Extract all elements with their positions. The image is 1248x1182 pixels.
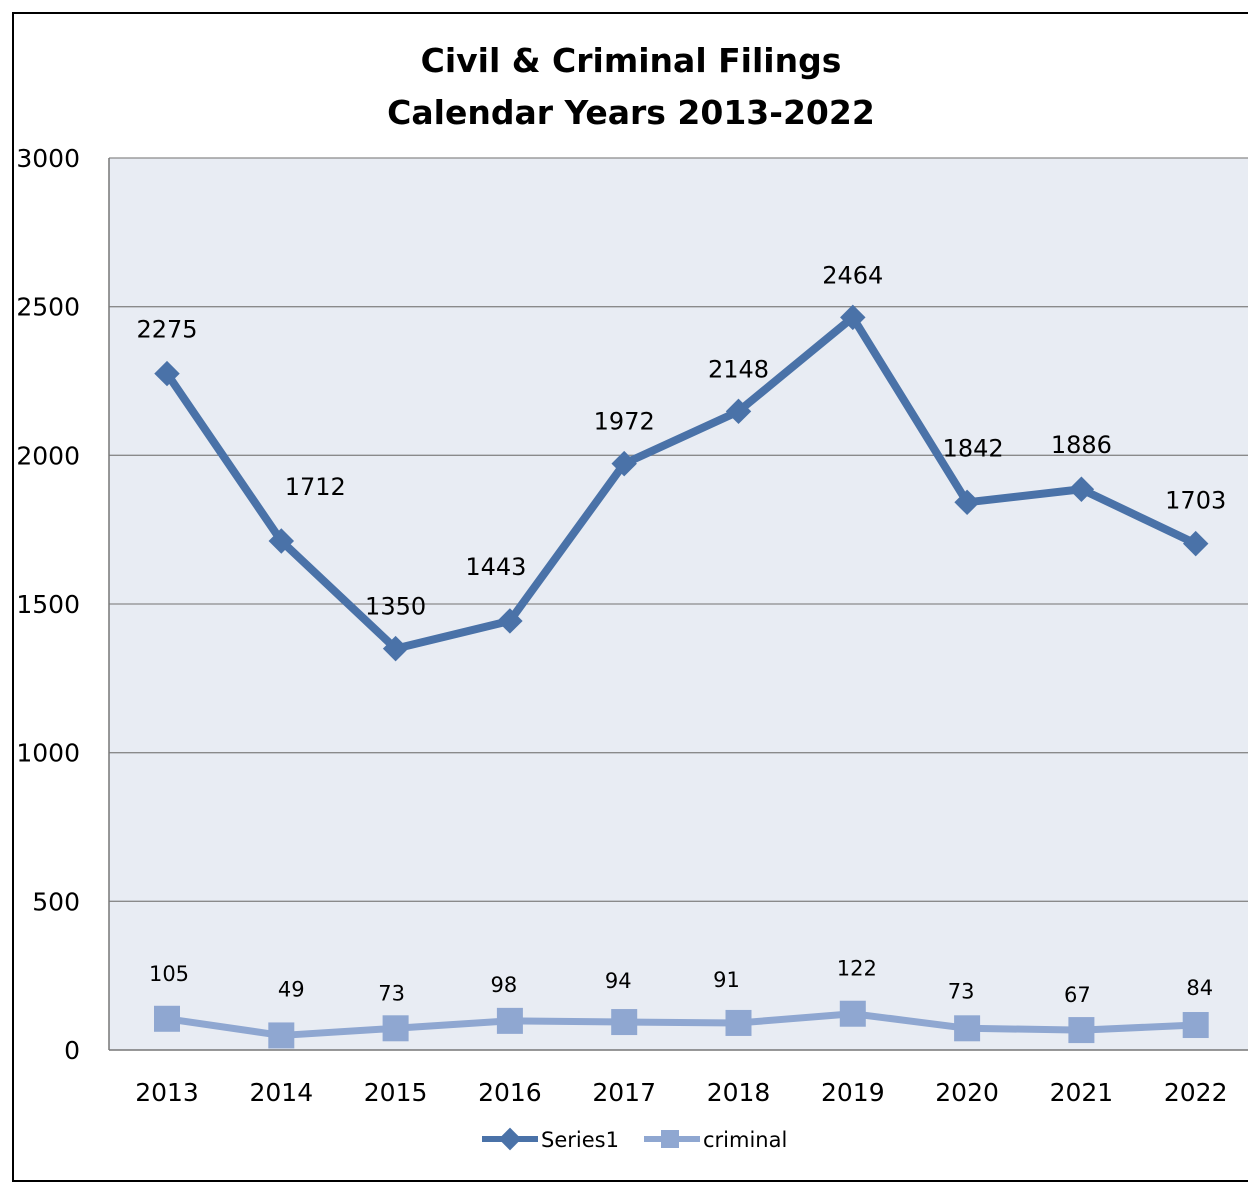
- x-tick-label: 2013: [135, 1078, 199, 1107]
- data-label: 2148: [708, 355, 769, 383]
- y-tick-label: 3000: [16, 144, 80, 173]
- data-label: 1842: [943, 434, 1004, 462]
- series-line-series1: [163, 313, 1198, 653]
- data-point: [154, 1005, 180, 1032]
- data-point: [954, 1015, 981, 1042]
- gridlines: [109, 157, 1248, 902]
- x-tick-label: 2017: [592, 1078, 656, 1107]
- y-tick-label: 1000: [16, 739, 80, 768]
- x-tick-label: 2022: [1164, 1078, 1228, 1107]
- data-point: [725, 398, 752, 425]
- legend-criminal-marker: [661, 1130, 679, 1148]
- series-line-criminal: [166, 1010, 1196, 1039]
- data-point: [497, 608, 523, 634]
- data-label: 84: [1186, 976, 1213, 1000]
- data-label: 1972: [594, 408, 655, 436]
- x-tick-label: 2019: [821, 1078, 885, 1107]
- data-label: 1886: [1051, 431, 1112, 459]
- data-label: 67: [1064, 983, 1091, 1007]
- data-label: 122: [837, 957, 877, 981]
- x-tick-label: 2020: [935, 1078, 999, 1107]
- data-point: [611, 1009, 638, 1036]
- data-point: [268, 528, 295, 554]
- data-label: 1712: [285, 473, 346, 501]
- legend-series1-marker: [498, 1127, 522, 1151]
- data-point: [611, 450, 637, 477]
- data-label: 73: [378, 981, 405, 1005]
- data-point: [840, 304, 866, 331]
- data-label: 94: [605, 969, 632, 993]
- data-point: [382, 1015, 409, 1042]
- legend: Series1 criminal: [482, 1127, 787, 1152]
- data-label: 2275: [136, 316, 197, 344]
- x-tick-label: 2016: [478, 1078, 542, 1107]
- y-axis-ticks: 0 500 1000 1500 2000 2500 3000: [16, 144, 80, 1065]
- data-point: [725, 1009, 752, 1036]
- x-tick-label: 2021: [1050, 1078, 1114, 1107]
- data-label: 49: [278, 977, 305, 1001]
- data-label: 2464: [822, 261, 883, 289]
- x-tick-label: 2014: [249, 1078, 313, 1107]
- y-tick-label: 2000: [16, 441, 80, 470]
- data-label: 1443: [465, 553, 526, 581]
- chart-subtitle: Calendar Years 2013-2022: [387, 93, 875, 132]
- data-label: 98: [491, 973, 518, 997]
- x-axis-ticks: 2013 2014 2015 2016 2017 2018 2019 2020 2021 2022: [135, 1078, 1227, 1107]
- data-point: [839, 1000, 866, 1027]
- y-tick-label: 2500: [16, 293, 80, 322]
- y-tick-label: 1500: [16, 590, 80, 619]
- data-point: [1068, 1017, 1095, 1044]
- series-lines: [154, 304, 1209, 1049]
- data-labels: 2275 1712 1350 1443 1972 2148 2464 1842 1886 1703…: [136, 261, 1226, 1007]
- y-tick-label: 0: [64, 1036, 80, 1065]
- data-point: [268, 1022, 295, 1049]
- legend-series1-label: Series1: [541, 1128, 619, 1152]
- data-point: [496, 1007, 523, 1034]
- chart-title: Civil & Criminal Filings: [421, 41, 842, 80]
- data-label: 73: [948, 979, 975, 1003]
- data-point: [1182, 1012, 1209, 1039]
- data-label: 105: [149, 962, 189, 986]
- data-point: [154, 360, 180, 387]
- data-label: 91: [713, 968, 740, 992]
- data-point: [382, 635, 409, 662]
- legend-criminal-label: criminal: [703, 1128, 787, 1152]
- data-point: [954, 489, 980, 516]
- data-label: 1703: [1165, 487, 1226, 515]
- y-tick-label: 500: [32, 887, 80, 916]
- x-tick-label: 2018: [707, 1078, 771, 1107]
- x-tick-label: 2015: [364, 1078, 428, 1107]
- data-label: 1350: [365, 593, 426, 621]
